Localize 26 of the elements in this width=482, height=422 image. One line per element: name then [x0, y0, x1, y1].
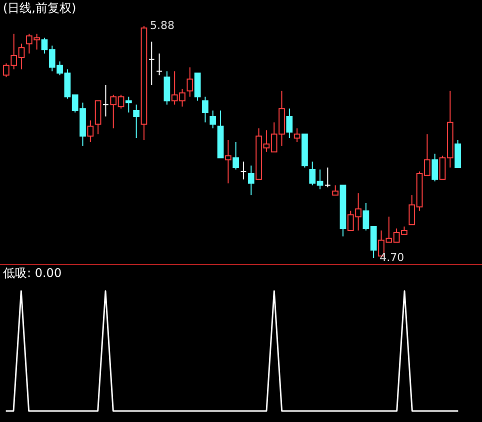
- candlestick: [432, 153, 438, 182]
- candlestick: [332, 184, 339, 196]
- candlestick: [194, 72, 201, 102]
- candlestick: [125, 96, 132, 114]
- candlestick: [210, 110, 216, 129]
- candlestick: [232, 142, 240, 170]
- annotation: 5.88: [150, 19, 174, 32]
- candlestick: [133, 104, 140, 139]
- candlestick: [164, 70, 170, 106]
- candlestick: [286, 108, 293, 139]
- candlestick: [240, 161, 247, 180]
- candlestick: [454, 140, 461, 168]
- chart-title: (日线,前复权): [2, 0, 78, 16]
- candlestick: [224, 140, 232, 184]
- candlestick: [186, 66, 194, 98]
- candlestick: [148, 41, 155, 86]
- candlestick: [248, 165, 254, 196]
- annotation: 4.70: [380, 251, 404, 264]
- candlestick: [156, 53, 162, 76]
- candlestick: [87, 120, 94, 142]
- candlestick: [202, 96, 208, 123]
- candlestick: [102, 84, 109, 117]
- candlestick: [294, 128, 300, 142]
- chart-title: 低吸: 0.00: [2, 265, 63, 281]
- candlestick: [324, 167, 331, 188]
- candlestick: [94, 100, 102, 135]
